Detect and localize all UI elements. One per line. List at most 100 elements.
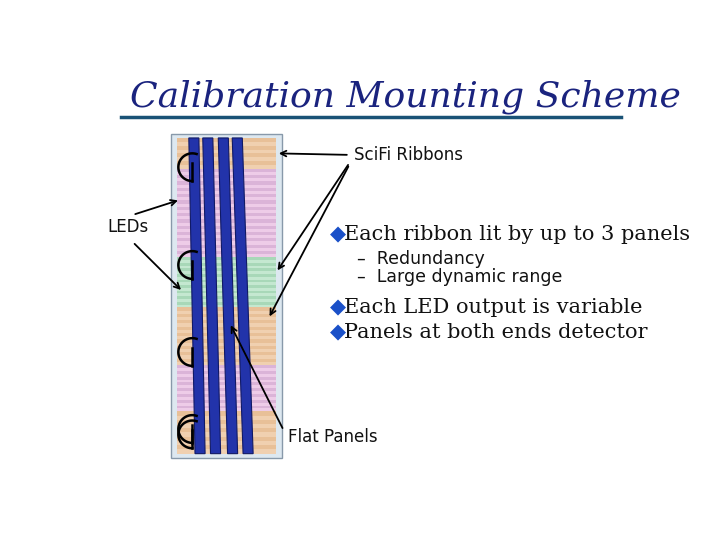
Bar: [177, 420, 276, 424]
Bar: [177, 433, 276, 437]
Bar: [177, 391, 276, 394]
Bar: [177, 235, 276, 238]
Bar: [177, 406, 276, 408]
Text: Each ribbon lit by up to 3 panels: Each ribbon lit by up to 3 panels: [344, 225, 690, 244]
Text: ◆: ◆: [330, 323, 346, 343]
Bar: [177, 333, 276, 336]
Bar: [177, 346, 276, 349]
Bar: [177, 142, 276, 146]
Text: ◆: ◆: [330, 298, 346, 318]
Bar: [177, 380, 276, 382]
Bar: [177, 248, 276, 251]
Bar: [177, 263, 276, 266]
Bar: [177, 161, 276, 165]
Bar: [177, 317, 276, 320]
Text: –  Redundancy: – Redundancy: [357, 250, 485, 268]
Bar: [177, 336, 276, 340]
Bar: [177, 343, 276, 346]
Bar: [177, 323, 276, 327]
Bar: [177, 428, 276, 433]
Bar: [177, 260, 276, 263]
Bar: [177, 288, 276, 291]
Bar: [177, 172, 276, 175]
Bar: [177, 296, 276, 299]
Bar: [177, 216, 276, 219]
Bar: [177, 191, 276, 194]
Polygon shape: [218, 138, 238, 454]
Bar: [177, 204, 276, 207]
Bar: [177, 185, 276, 188]
Bar: [177, 280, 276, 282]
Bar: [177, 188, 276, 191]
Bar: [177, 282, 276, 285]
Bar: [177, 175, 276, 178]
Bar: [177, 400, 276, 403]
Bar: [177, 157, 276, 161]
Bar: [177, 408, 276, 411]
Bar: [177, 213, 276, 216]
Text: Flat Panels: Flat Panels: [287, 428, 377, 445]
Bar: [177, 416, 276, 420]
Polygon shape: [233, 138, 253, 454]
Text: Each LED output is variable: Each LED output is variable: [344, 298, 643, 317]
Text: –  Large dynamic range: – Large dynamic range: [357, 267, 563, 286]
Bar: [177, 368, 276, 371]
Bar: [177, 245, 276, 248]
Bar: [177, 305, 276, 307]
Text: ◆: ◆: [330, 224, 346, 244]
Bar: [177, 382, 276, 386]
Bar: [177, 386, 276, 388]
Bar: [177, 207, 276, 210]
Bar: [177, 138, 276, 142]
Bar: [177, 411, 276, 416]
Bar: [177, 168, 276, 172]
Bar: [177, 226, 276, 229]
Bar: [177, 394, 276, 397]
Bar: [177, 277, 276, 280]
Bar: [177, 210, 276, 213]
Polygon shape: [189, 138, 205, 454]
Bar: [177, 219, 276, 222]
Bar: [177, 146, 276, 150]
Bar: [177, 403, 276, 406]
Bar: [177, 194, 276, 197]
Polygon shape: [203, 138, 220, 454]
Bar: [177, 178, 276, 181]
Bar: [177, 449, 276, 454]
Bar: [177, 153, 276, 157]
Bar: [177, 424, 276, 428]
Bar: [177, 254, 276, 257]
Text: SciFi Ribbons: SciFi Ribbons: [354, 146, 462, 164]
Bar: [177, 445, 276, 449]
Bar: [177, 222, 276, 226]
Bar: [177, 327, 276, 330]
Bar: [177, 271, 276, 274]
Bar: [177, 197, 276, 200]
Bar: [177, 285, 276, 288]
Bar: [177, 302, 276, 305]
Bar: [177, 291, 276, 293]
Text: Panels at both ends detector: Panels at both ends detector: [344, 323, 648, 342]
Bar: [177, 293, 276, 296]
Bar: [177, 314, 276, 317]
Bar: [177, 374, 276, 377]
Bar: [177, 362, 276, 365]
Bar: [171, 134, 282, 457]
Bar: [177, 330, 276, 333]
Bar: [177, 238, 276, 241]
Text: LEDs: LEDs: [107, 218, 148, 235]
Bar: [177, 441, 276, 445]
Bar: [177, 232, 276, 235]
Bar: [177, 257, 276, 260]
Bar: [177, 365, 276, 368]
Bar: [177, 299, 276, 302]
Bar: [177, 349, 276, 352]
Bar: [177, 355, 276, 359]
Bar: [177, 229, 276, 232]
Bar: [177, 200, 276, 204]
Bar: [177, 437, 276, 441]
Bar: [177, 310, 276, 314]
Bar: [177, 307, 276, 310]
Bar: [177, 388, 276, 391]
Bar: [177, 241, 276, 245]
